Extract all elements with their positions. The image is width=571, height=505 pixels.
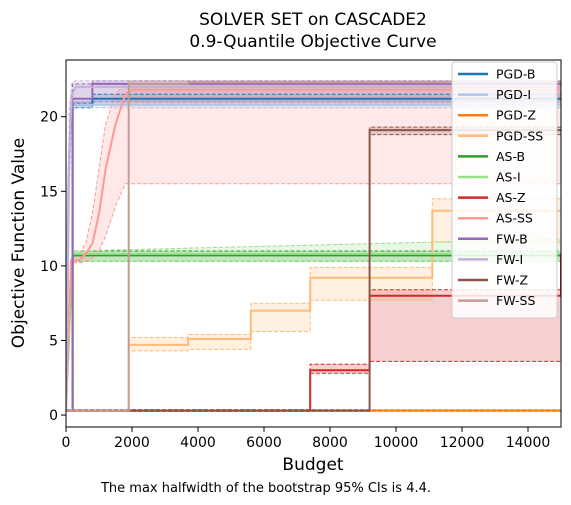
x-tick-label: 8000 bbox=[312, 435, 348, 451]
x-tick-label: 6000 bbox=[246, 435, 282, 451]
y-tick-label: 20 bbox=[40, 110, 58, 126]
legend: PGD-B PGD-I PGD-Z PGD-SS AS-B AS-I AS-Z AS-SS FW… bbox=[451, 61, 558, 319]
chart-subtitle: 0.9-Quantile Objective Curve bbox=[189, 32, 436, 52]
y-tick-label: 15 bbox=[40, 184, 58, 200]
legend-label-as-z: AS-Z bbox=[496, 190, 526, 205]
x-tick-label: 14000 bbox=[506, 435, 551, 451]
series-line-fw-i bbox=[66, 85, 561, 411]
y-tick-label: 10 bbox=[40, 259, 58, 275]
ci-lower-as-ss bbox=[66, 183, 561, 411]
x-tick-label: 10000 bbox=[374, 435, 419, 451]
y-tick-label: 5 bbox=[49, 333, 58, 349]
x-axis-ticks: 0 2000 4000 6000 8000 10000 12000 14000 bbox=[62, 427, 551, 451]
legend-label-fw-i: FW-I bbox=[496, 252, 523, 267]
x-tick-label: 4000 bbox=[180, 435, 216, 451]
x-tick-label: 0 bbox=[62, 435, 71, 451]
ci-upper-fw-ss bbox=[66, 80, 561, 411]
footnote: The max halfwidth of the bootstrap 95% C… bbox=[100, 481, 431, 496]
plot-frame bbox=[65, 59, 562, 428]
legend-label-as-i: AS-I bbox=[496, 170, 521, 185]
chart-title: SOLVER SET on CASCADE2 bbox=[199, 10, 427, 30]
x-tick-label: 12000 bbox=[440, 435, 485, 451]
ci-lower-fw-i bbox=[66, 101, 561, 411]
series-line-as-ss bbox=[66, 88, 561, 411]
y-axis-ticks: 0 5 10 15 20 bbox=[40, 110, 66, 424]
legend-label-pgd-b: PGD-B bbox=[496, 67, 536, 82]
legend-label-pgd-ss: PGD-SS bbox=[496, 128, 543, 143]
legend-label-fw-b: FW-B bbox=[496, 231, 528, 246]
legend-box bbox=[451, 61, 558, 319]
ci-band-as-ss bbox=[66, 83, 561, 411]
y-tick-label: 0 bbox=[49, 408, 58, 424]
y-axis-label: Objective Function Value bbox=[9, 138, 29, 348]
ci-band-as-z bbox=[66, 236, 561, 412]
legend-label-as-b: AS-B bbox=[496, 149, 525, 164]
legend-label-fw-ss: FW-SS bbox=[496, 293, 535, 308]
legend-label-as-ss: AS-SS bbox=[496, 211, 533, 226]
x-axis-label: Budget bbox=[282, 455, 343, 475]
legend-label-pgd-i: PGD-I bbox=[496, 87, 531, 102]
legend-label-fw-z: FW-Z bbox=[496, 273, 528, 288]
series-line-fw-ss bbox=[66, 81, 561, 412]
legend-label-pgd-z: PGD-Z bbox=[496, 108, 536, 123]
x-tick-label: 2000 bbox=[114, 435, 150, 451]
